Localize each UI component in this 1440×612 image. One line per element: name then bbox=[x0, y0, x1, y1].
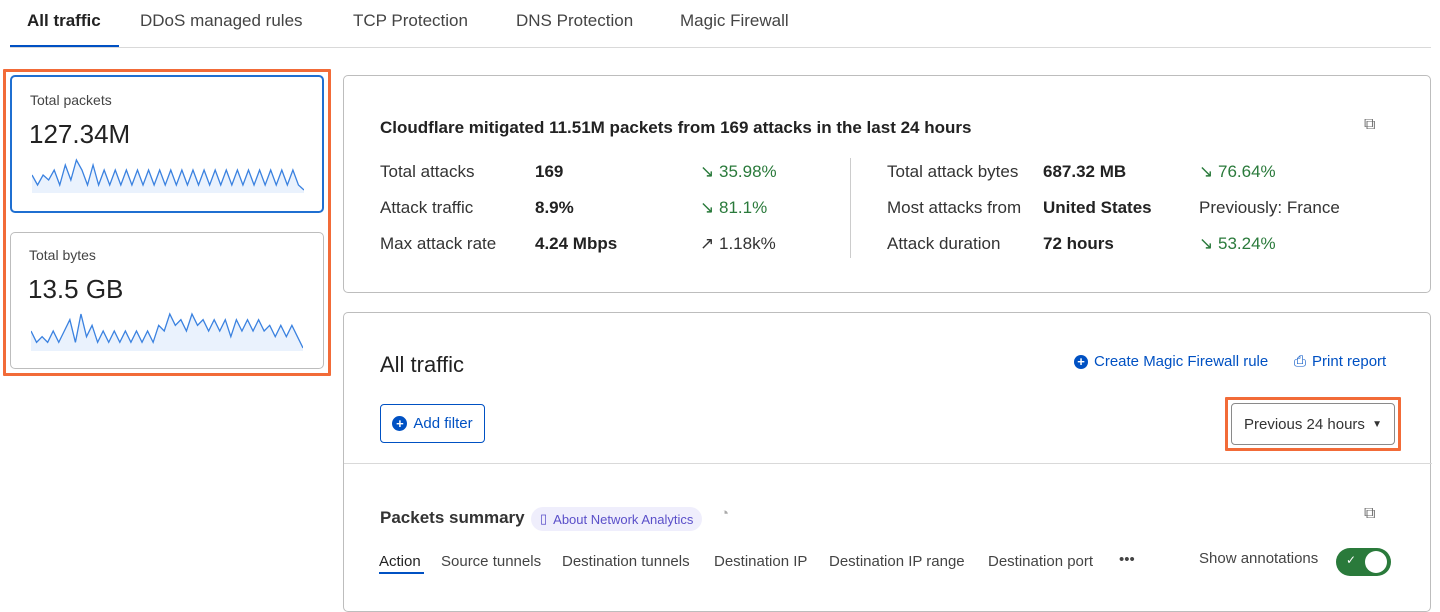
check-icon: ✓ bbox=[1346, 553, 1357, 567]
stat-label: Max attack rate bbox=[380, 234, 497, 253]
clock-icon: ◔ bbox=[720, 505, 730, 522]
subtab-destination-port[interactable]: Destination port bbox=[988, 553, 1094, 570]
sparkline-line bbox=[31, 312, 303, 349]
more-icon[interactable]: ••• bbox=[1119, 551, 1135, 568]
print-label: Print report bbox=[1312, 353, 1387, 370]
sparkline-bytes bbox=[31, 312, 303, 351]
stat-value: 8.9% bbox=[535, 198, 574, 217]
tab-ddos-managed-rules[interactable]: DDoS managed rules bbox=[140, 11, 303, 30]
stat-change: Previously: France bbox=[1199, 198, 1340, 218]
printer-icon: ⎙ bbox=[1294, 353, 1307, 370]
show-annotations-label: Show annotations bbox=[1199, 550, 1319, 567]
stat-label: Total attacks bbox=[380, 162, 475, 181]
book-icon: ▯ bbox=[540, 511, 548, 526]
create-rule-label: Create Magic Firewall rule bbox=[1094, 353, 1269, 370]
plus-circle-icon: + bbox=[1074, 354, 1088, 369]
active-tab-indicator bbox=[10, 45, 119, 47]
summary-headline: Cloudflare mitigated 11.51M packets from… bbox=[380, 118, 972, 137]
caret-down-icon: ▼ bbox=[1372, 418, 1382, 430]
subtab-source-tunnels[interactable]: Source tunnels bbox=[441, 553, 542, 570]
stat-change: ↗ 1.18k% bbox=[700, 234, 776, 254]
subtab-destination-ip[interactable]: Destination IP bbox=[714, 553, 808, 570]
metric-value: 13.5 GB bbox=[28, 274, 124, 304]
print-report-link[interactable]: ⎙ Print report bbox=[1294, 353, 1386, 370]
metric-label: Total bytes bbox=[29, 247, 96, 263]
stat-change-value: 76.64% bbox=[1217, 162, 1276, 181]
packets-summary-title: Packets summary bbox=[380, 508, 525, 527]
stat-value: United States bbox=[1043, 198, 1152, 217]
divider bbox=[344, 463, 1432, 464]
trend-down-icon: ↘ bbox=[700, 162, 715, 181]
section-title: All traffic bbox=[380, 352, 464, 377]
all-traffic-panel: All traffic + Create Magic Firewall rule … bbox=[343, 312, 1432, 612]
annotations-toggle[interactable]: ✓ bbox=[1336, 548, 1391, 576]
metric-label: Total packets bbox=[30, 92, 112, 108]
active-subtab-indicator bbox=[379, 572, 424, 574]
metric-value: 127.34M bbox=[29, 119, 131, 149]
toggle-knob bbox=[1365, 551, 1387, 573]
attack-summary-card: Cloudflare mitigated 11.51M packets from… bbox=[343, 75, 1431, 293]
metric-card-total-packets[interactable]: Total packets 127.34M bbox=[10, 75, 324, 213]
stat-label: Most attacks from bbox=[887, 198, 1022, 217]
about-label: About Network Analytics bbox=[553, 511, 694, 527]
tab-magic-firewall[interactable]: Magic Firewall bbox=[680, 11, 789, 30]
plus-circle-icon: + bbox=[392, 416, 408, 431]
stat-change-value: 35.98% bbox=[718, 162, 777, 181]
subtab-destination-tunnels[interactable]: Destination tunnels bbox=[562, 553, 690, 570]
stat-value: 687.32 MB bbox=[1043, 162, 1127, 181]
sparkline-area bbox=[32, 160, 304, 193]
trend-down-icon: ↘ bbox=[1199, 234, 1214, 253]
sparkline-area bbox=[31, 314, 303, 351]
stat-label: Total attack bytes bbox=[887, 162, 1019, 181]
about-network-analytics-link[interactable]: ▯ About Network Analytics bbox=[531, 507, 703, 531]
highlight-box bbox=[1225, 397, 1401, 451]
tab-dns-protection[interactable]: DNS Protection bbox=[516, 11, 634, 30]
stat-change-value: 1.18k% bbox=[718, 234, 776, 253]
time-range-select[interactable]: Previous 24 hours ▼ bbox=[1231, 403, 1395, 445]
trend-down-icon: ↘ bbox=[1199, 162, 1214, 181]
stat-value: 72 hours bbox=[1043, 234, 1114, 253]
subtab-action[interactable]: Action bbox=[379, 553, 421, 570]
tab-tcp-protection[interactable]: TCP Protection bbox=[353, 11, 468, 30]
add-filter-button[interactable]: + Add filter bbox=[380, 404, 485, 443]
stat-label: Attack traffic bbox=[380, 198, 474, 217]
stat-change-value: 81.1% bbox=[718, 198, 768, 217]
tab-all-traffic[interactable]: All traffic bbox=[27, 11, 101, 30]
sparkline-line bbox=[32, 158, 304, 191]
tab-bar: All traffic DDoS managed rules TCP Prote… bbox=[10, 0, 1431, 48]
metric-card-total-bytes[interactable]: Total bytes 13.5 GB bbox=[10, 232, 324, 369]
stat-change: ↘ 81.1% bbox=[700, 198, 767, 218]
highlight-box bbox=[3, 69, 331, 376]
stat-change-value: Previously: France bbox=[1199, 198, 1340, 217]
trend-down-icon: ↘ bbox=[700, 198, 715, 217]
add-filter-label: Add filter bbox=[413, 415, 473, 432]
sparkline-packets bbox=[32, 158, 304, 193]
stat-change: ↘ 76.64% bbox=[1199, 162, 1276, 182]
stat-label: Attack duration bbox=[887, 234, 1001, 253]
divider bbox=[850, 158, 851, 258]
create-firewall-rule-link[interactable]: + Create Magic Firewall rule bbox=[1074, 353, 1268, 370]
subtab-destination-ip-range[interactable]: Destination IP range bbox=[829, 553, 965, 570]
time-range-value: Previous 24 hours bbox=[1244, 415, 1365, 433]
stat-value: 169 bbox=[535, 162, 564, 181]
trend-up-icon: ↗ bbox=[700, 234, 715, 253]
stat-change-value: 53.24% bbox=[1217, 234, 1276, 253]
stat-change: ↘ 35.98% bbox=[700, 162, 777, 182]
stat-value: 4.24 Mbps bbox=[535, 234, 618, 253]
copy-icon[interactable]: ⧉ bbox=[1364, 116, 1376, 133]
copy-icon[interactable]: ⧉ bbox=[1364, 505, 1376, 522]
stat-change: ↘ 53.24% bbox=[1199, 234, 1276, 254]
